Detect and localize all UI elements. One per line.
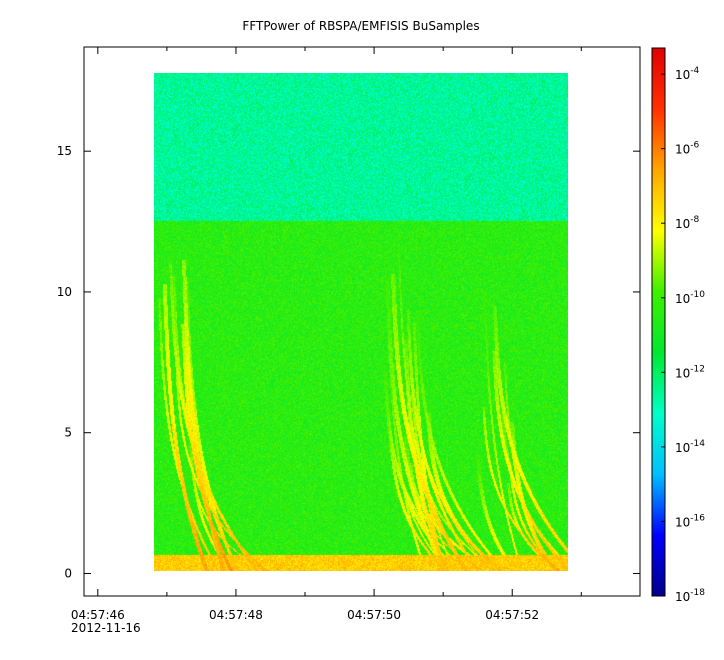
y-tick-label: 0	[64, 566, 72, 580]
x-tick-label: 04:57:46	[71, 608, 125, 622]
x-tick-label: 04:57:48	[209, 608, 263, 622]
spectrogram-image	[154, 73, 568, 571]
colorbar-tick-label: 10-10	[675, 290, 705, 306]
x-tick-sublabel: 2012-11-16	[71, 621, 141, 635]
y-tick-label: 15	[57, 144, 72, 158]
colorbar-tick-label: 10-6	[675, 141, 700, 157]
x-tick-label: 04:57:52	[485, 608, 539, 622]
x-tick-label: 04:57:50	[347, 608, 401, 622]
colorbar-tick-label: 10-8	[675, 215, 700, 231]
colorbar-axis: 10-4 10-6 10-8 10-10 10-12 10-14 10-16 10-18	[661, 66, 705, 604]
colorbar-tick-label: 10-16	[675, 513, 705, 529]
chart-title: FFTPower of RBSPA/EMFISIS BuSamples	[242, 19, 479, 33]
colorbar	[651, 47, 666, 597]
y-tick-label: 10	[57, 285, 72, 299]
y-tick-label: 5	[64, 426, 72, 440]
colorbar-tick-label: 10-18	[675, 588, 705, 604]
colorbar-tick-label: 10-12	[675, 364, 705, 380]
y-axis: 0 5 10 15	[57, 144, 640, 580]
colorbar-tick-label: 10-4	[675, 66, 700, 82]
colorbar-tick-label: 10-14	[675, 439, 705, 455]
